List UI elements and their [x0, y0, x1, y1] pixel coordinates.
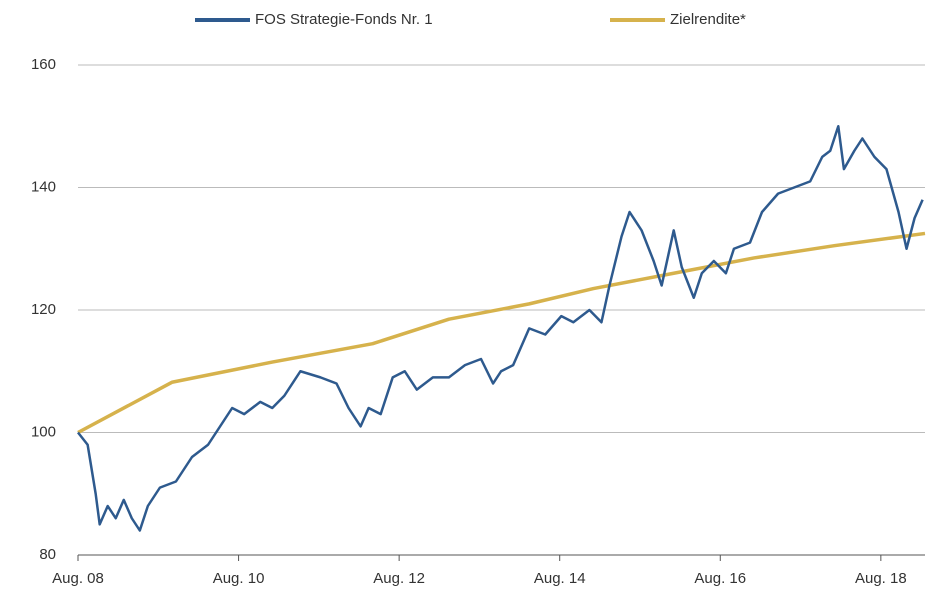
legend-label: Zielrendite* [670, 11, 746, 28]
y-tick-label: 80 [39, 546, 56, 563]
x-tick-label: Aug. 14 [534, 570, 586, 587]
y-tick-label: 160 [31, 56, 56, 73]
series-line [77, 231, 926, 435]
y-tick-label: 120 [31, 301, 56, 318]
y-tick-label: 100 [31, 423, 56, 440]
legend-label: FOS Strategie-Fonds Nr. 1 [255, 11, 433, 28]
x-tick-label: Aug. 08 [52, 570, 104, 587]
x-tick-label: Aug. 18 [855, 570, 907, 587]
x-tick-label: Aug. 16 [694, 570, 746, 587]
y-tick-label: 140 [31, 178, 56, 195]
series-line [77, 125, 924, 532]
x-tick-label: Aug. 12 [373, 570, 425, 587]
x-tick-label: Aug. 10 [213, 570, 265, 587]
